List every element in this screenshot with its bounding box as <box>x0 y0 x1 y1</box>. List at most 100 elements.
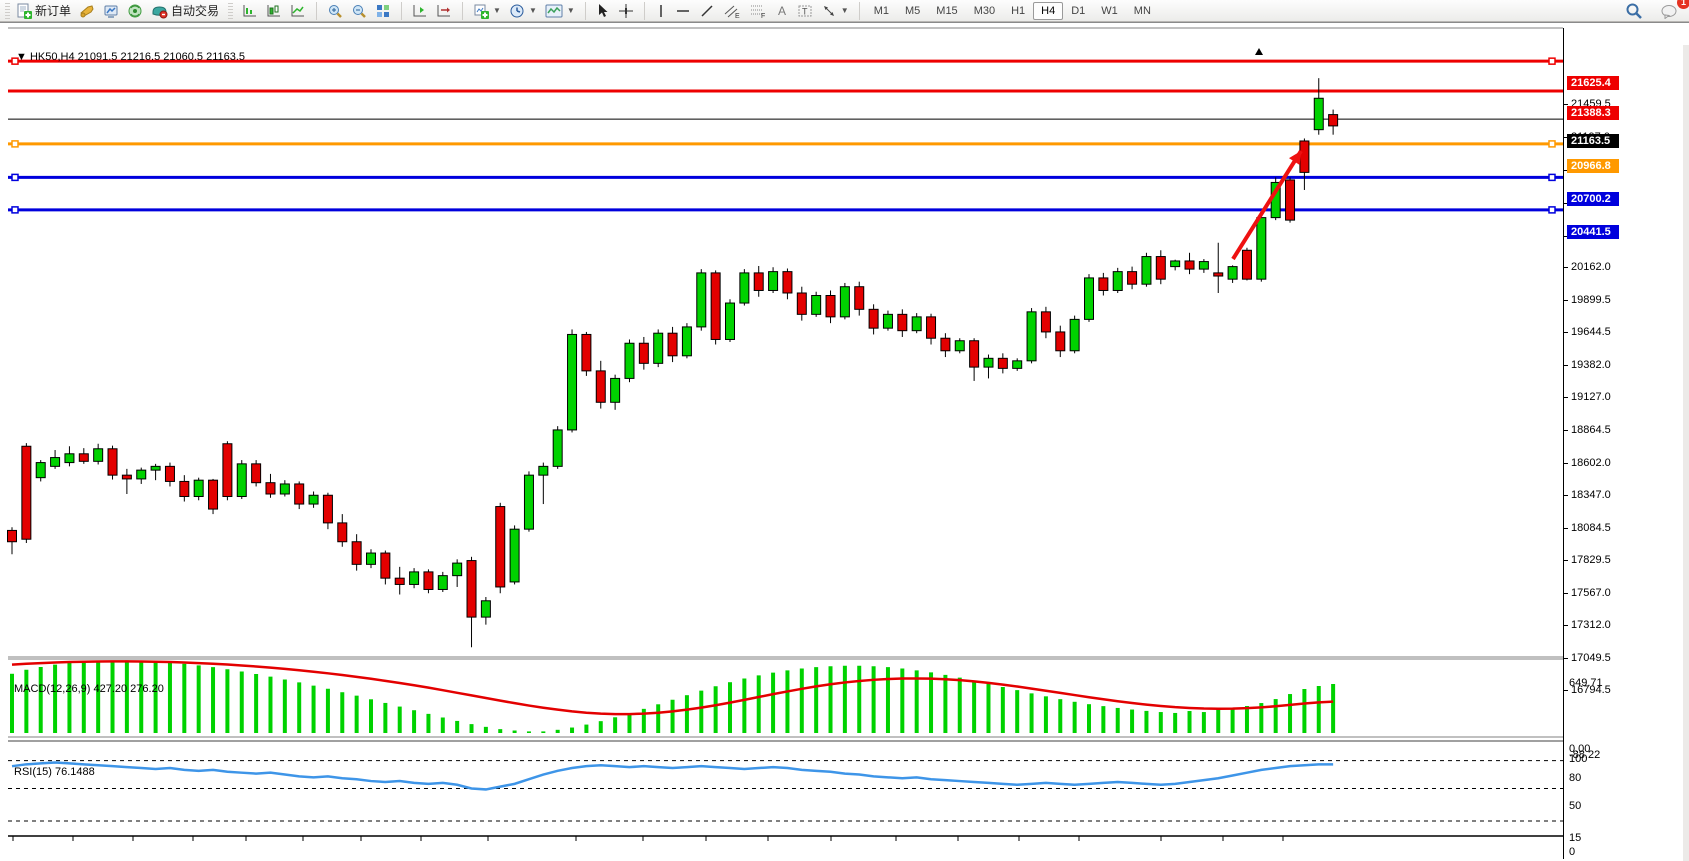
candle <box>825 290 836 324</box>
trendline-tool[interactable] <box>695 2 719 20</box>
candle <box>7 527 17 555</box>
timeframe-h1-button[interactable]: H1 <box>1011 4 1026 17</box>
chat-button[interactable]: 1 <box>1657 0 1689 20</box>
vertical-line-tool[interactable] <box>651 2 671 20</box>
candle <box>480 597 491 625</box>
candle <box>796 286 807 321</box>
candle <box>50 450 61 469</box>
candle <box>308 491 319 508</box>
toolbar-grip <box>5 2 10 19</box>
candle <box>265 473 276 498</box>
y-axis-tick-label: 17312.0 <box>1571 619 1611 631</box>
candle <box>1299 138 1310 190</box>
candle <box>523 471 534 532</box>
macd-indicator-label: MACD(12,26,9) 427.20 276.20 <box>14 683 164 695</box>
crosshair-tool-button[interactable] <box>614 2 638 20</box>
chart-shift-button[interactable] <box>408 2 432 20</box>
candle <box>409 568 420 589</box>
rsi-panel[interactable] <box>8 740 1563 841</box>
vertical-line-icon <box>655 3 667 19</box>
price-line-label: 21388.3 <box>1567 105 1619 120</box>
timeframe-m1-button[interactable]: M1 <box>873 4 889 17</box>
bars-mode-button[interactable] <box>238 2 262 20</box>
line-mode-button[interactable] <box>286 2 310 20</box>
rsi-indicator-label: RSI(15) 76.1488 <box>14 766 95 778</box>
price-line-label: 20966.8 <box>1567 158 1619 173</box>
arrows-tool[interactable]: ▼ <box>817 2 853 20</box>
fibonacci-tool[interactable]: F <box>745 2 771 20</box>
zoom-out-button[interactable] <box>347 2 371 20</box>
new-order-button[interactable]: 新订单 <box>12 1 75 20</box>
candles-mode-button[interactable] <box>262 2 286 20</box>
fibonacci-icon: F <box>749 3 767 19</box>
timeframe-d1-button[interactable]: D1 <box>1071 4 1086 17</box>
y-axis-tick-label: 18084.5 <box>1571 522 1611 534</box>
horizontal-line-tool[interactable] <box>671 2 695 20</box>
templates-button[interactable]: ▼ <box>541 2 579 20</box>
zoom-in-button[interactable] <box>323 2 347 20</box>
y-axis-tick-label: 17829.5 <box>1571 554 1611 566</box>
candle <box>696 269 707 331</box>
y-axis-tick-mark <box>1564 495 1568 496</box>
price-line-label: 20700.2 <box>1567 192 1619 207</box>
candles-mode-icon <box>266 3 282 19</box>
macd-axis-label: 0.00 <box>1569 743 1591 755</box>
candle <box>1313 78 1324 135</box>
main-price-chart[interactable] <box>7 27 1563 658</box>
text-tool[interactable]: A <box>771 2 793 20</box>
candle <box>854 281 865 316</box>
trend-arrow-annotation[interactable] <box>1231 149 1303 261</box>
timeframe-group: M1 M5 M15 M30 H1 H4 D1 W1 MN <box>863 0 1162 22</box>
periods-icon <box>509 3 525 19</box>
candle <box>911 313 922 334</box>
candle <box>567 329 578 433</box>
y-axis-tick-mark <box>1564 463 1568 464</box>
chart-window: ▼ HK50,H4 21091.5 21216.5 21060.5 21163.… <box>0 22 1689 861</box>
publish-button[interactable] <box>99 2 123 20</box>
crosshair-icon <box>618 3 634 19</box>
signal-button[interactable] <box>123 2 147 20</box>
auto-trading-button[interactable]: 自动交易 <box>147 1 223 20</box>
timeframe-m5-button[interactable]: M5 <box>905 4 921 17</box>
candle <box>595 360 606 409</box>
y-axis-tick-mark <box>1564 170 1568 171</box>
price-line-label: 20441.5 <box>1567 224 1619 239</box>
timeframe-m15-button[interactable]: M15 <box>936 4 958 17</box>
new-order-label: 新订单 <box>35 4 72 18</box>
timeframe-w1-button[interactable]: W1 <box>1101 4 1118 17</box>
y-axis-tick-mark <box>1564 690 1568 691</box>
rsi-axis-label: 0 <box>1569 846 1576 858</box>
auto-scroll-button[interactable] <box>432 2 456 20</box>
candle <box>811 291 822 317</box>
chevron-down-icon: ▼ <box>840 6 849 15</box>
y-axis-tick-mark <box>1564 203 1568 204</box>
timeframe-h4-button[interactable]: H4 <box>1033 1 1064 20</box>
channel-tool[interactable]: E <box>719 2 745 20</box>
tile-windows-button[interactable] <box>371 2 395 20</box>
candle <box>782 268 793 300</box>
candle <box>394 566 405 595</box>
candle <box>1328 109 1339 135</box>
timeframe-mn-button[interactable]: MN <box>1133 4 1151 17</box>
horizontal-line-icon <box>675 3 691 19</box>
sound-button[interactable] <box>75 2 99 20</box>
candle <box>93 443 104 465</box>
cursor-tool-button[interactable] <box>592 2 614 20</box>
candle <box>322 492 333 530</box>
candle <box>495 502 506 594</box>
search-button[interactable] <box>1621 1 1647 21</box>
text-label-tool[interactable]: T <box>793 2 817 20</box>
new-chart-button[interactable]: ▼ <box>469 2 505 20</box>
tile-windows-icon <box>375 3 391 19</box>
candle <box>882 310 893 331</box>
periods-button[interactable]: ▼ <box>505 2 541 20</box>
candle <box>251 460 262 487</box>
timeframe-m30-button[interactable]: M30 <box>973 4 996 17</box>
notification-badge: 1 <box>1677 0 1689 9</box>
y-axis-tick-label: 18602.0 <box>1571 457 1611 469</box>
y-axis-tick-label: 19127.0 <box>1571 391 1611 403</box>
publish-icon <box>103 3 119 19</box>
macd-panel[interactable] <box>8 658 1563 738</box>
candle <box>753 265 764 297</box>
svg-text:F: F <box>761 13 765 19</box>
